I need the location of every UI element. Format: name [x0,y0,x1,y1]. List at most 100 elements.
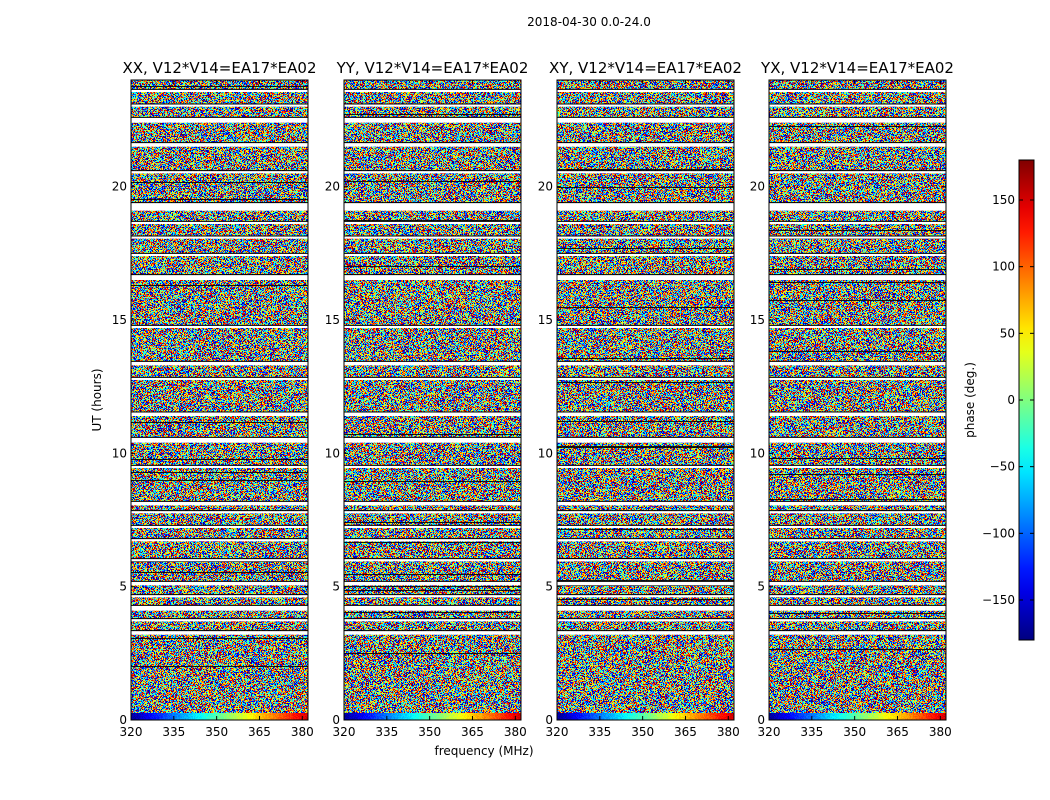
flagged-band [344,581,521,586]
x-tick-label: 380 [929,725,952,739]
flagged-band [344,236,521,239]
colorbar-tick-label: 50 [1000,326,1015,340]
flagged-band [344,89,521,92]
flagged-band [344,501,521,506]
phase-heatmap-image [131,80,308,720]
x-tick-label: 365 [461,725,484,739]
y-tick-label: 15 [538,313,553,327]
panel-2: YY, V12*V14=EA17*EA02 320 335 350 365 380 0 5 10… [325,59,529,739]
flagged-band [131,412,308,416]
x-tick-label: 380 [504,725,527,739]
flagged-band [131,594,308,598]
y-tick-label: 5 [332,580,340,594]
y-tick-label: 0 [119,713,127,727]
flagged-band [557,558,734,562]
phase-heatmap-image [344,80,521,720]
panel-title: YY, V12*V14=EA17*EA02 [336,59,529,77]
x-axis-label: frequency (MHz) [434,744,533,758]
flagged-band [131,510,308,514]
y-tick-label: 5 [757,580,765,594]
flagged-band [557,89,734,92]
flagged-band [769,437,946,443]
flagged-band [557,465,734,468]
flagged-band [557,221,734,224]
x-tick-label: 365 [886,725,909,739]
y-tick-label: 20 [325,180,340,194]
flagged-band [557,274,734,280]
y-tick-label: 10 [538,446,553,460]
flagged-band [131,89,308,92]
y-tick-label: 5 [119,580,127,594]
panel-4: YX, V12*V14=EA17*EA02 320 335 350 365 380 0 5 10… [750,59,954,739]
colorbar: 150 100 50 0 −50 −100 −150 [982,159,1035,641]
flagged-band [131,525,308,528]
flagged-band [131,437,308,443]
flagged-band [769,104,946,107]
flagged-band [769,274,946,280]
flagged-band [557,501,734,506]
flagged-band [769,142,946,147]
y-tick-label: 0 [332,713,340,727]
y-tick-label: 15 [750,313,765,327]
y-tick-label: 20 [538,180,553,194]
flagged-band [557,142,734,147]
colorbar-tick-label: 0 [1007,393,1015,407]
panels-group: XX, V12*V14=EA17*EA02 320 335 350 365 380 0 5 10… [112,59,954,739]
flagged-band [344,630,521,635]
flagged-band [557,594,734,598]
flagged-band [769,202,946,211]
flagged-band [344,525,521,528]
panel-3: XY, V12*V14=EA17*EA02 320 335 350 365 380 0 5 10… [538,59,742,739]
flagged-band [769,510,946,514]
phase-heatmap-image [557,80,734,720]
panel-frame [130,79,309,721]
flagged-band [344,558,521,562]
x-tick-label: 335 [375,725,398,739]
flagged-band [131,605,308,611]
x-tick-label: 335 [800,725,823,739]
flagged-band [557,581,734,586]
flagged-band [769,594,946,598]
panel-frame [768,79,947,721]
flagged-band [557,253,734,256]
flagged-band [344,253,521,256]
y-axis-label: UT (hours) [90,368,104,431]
y-tick-label: 10 [325,446,340,460]
flagged-band [557,117,734,123]
flagged-band [769,538,946,542]
panel-title: YX, V12*V14=EA17*EA02 [760,59,954,77]
x-tick-label: 350 [205,725,228,739]
flagged-band [131,142,308,147]
flagged-band [344,142,521,147]
flagged-band [557,412,734,416]
y-tick-label: 20 [750,180,765,194]
flagged-band [769,236,946,239]
y-tick-label: 15 [112,313,127,327]
flagged-band [131,581,308,586]
flagged-band [131,236,308,239]
panel-title: XY, V12*V14=EA17*EA02 [549,59,742,77]
flagged-band [557,510,734,514]
colorbar-tick-label: 100 [992,260,1015,274]
flagged-band [131,558,308,562]
flagged-band [344,437,521,443]
flagged-band [344,202,521,211]
flagged-band [131,202,308,211]
flagged-band [131,465,308,468]
flagged-band [344,605,521,611]
colorbar-label: phase (deg.) [963,362,977,438]
flagged-band [769,89,946,92]
flagged-band [131,104,308,107]
flagged-band [557,104,734,107]
flagged-band [131,117,308,123]
flagged-band [344,104,521,107]
flagged-band [131,253,308,256]
y-tick-label: 20 [112,180,127,194]
flagged-band [557,525,734,528]
flagged-band [344,221,521,224]
flagged-band [344,618,521,622]
flagged-band [344,274,521,280]
flagged-band [344,377,521,380]
flagged-band [769,618,946,622]
